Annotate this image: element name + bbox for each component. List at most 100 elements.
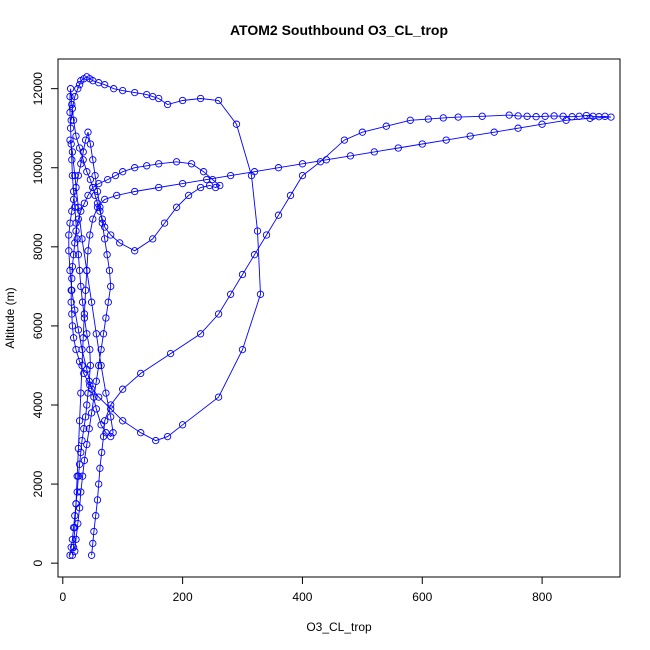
data-point — [66, 85, 75, 93]
data-point — [382, 122, 390, 130]
data-point — [562, 116, 570, 124]
data-point — [84, 128, 92, 136]
data-point — [101, 417, 109, 425]
series-line-1 — [69, 76, 261, 556]
data-point — [163, 432, 172, 441]
data-point — [238, 345, 247, 354]
data-point — [66, 219, 74, 227]
data-point — [116, 239, 124, 247]
data-point — [119, 417, 127, 425]
data-point — [97, 361, 105, 370]
data-point — [131, 164, 139, 172]
data-point — [86, 231, 94, 239]
x-tick-label: 200 — [173, 590, 193, 604]
data-point — [514, 124, 522, 132]
data-point — [214, 393, 223, 401]
data-point — [99, 330, 108, 338]
data-point — [466, 132, 474, 140]
data-point — [78, 361, 86, 370]
data-point — [75, 460, 84, 468]
y-tick-label: 12000 — [31, 72, 45, 106]
data-point — [103, 251, 111, 259]
data-point — [75, 357, 84, 366]
data-point — [98, 219, 106, 227]
data-point — [72, 535, 80, 544]
data-point — [107, 432, 115, 441]
data-point — [95, 393, 103, 401]
x-tick-label: 400 — [292, 590, 312, 604]
data-point — [80, 310, 89, 318]
series-line-3 — [68, 132, 114, 552]
data-point — [72, 183, 80, 192]
data-point — [83, 440, 91, 449]
data-point — [77, 77, 85, 85]
data-point — [77, 160, 85, 168]
data-point — [95, 179, 103, 188]
data-point — [370, 148, 378, 156]
data-point — [102, 429, 110, 437]
data-point — [74, 519, 82, 528]
data-point — [91, 171, 99, 180]
data-point — [85, 425, 93, 433]
data-point — [478, 112, 486, 120]
data-point — [67, 298, 75, 306]
data-point — [101, 235, 109, 243]
x-axis-label: O3_CL_trop — [306, 620, 372, 634]
data-point — [81, 413, 90, 421]
data-point — [66, 266, 74, 275]
series-line-2 — [71, 114, 612, 556]
data-point — [87, 409, 96, 417]
data-point — [586, 114, 594, 122]
data-point — [65, 247, 73, 255]
data-point — [83, 401, 91, 409]
data-point — [74, 85, 82, 93]
data-point — [96, 464, 104, 472]
data-point — [214, 96, 223, 105]
data-point — [187, 160, 196, 168]
data-point — [137, 429, 145, 437]
data-point — [274, 164, 283, 172]
data-point — [202, 175, 211, 184]
data-point — [226, 171, 235, 180]
data-point — [97, 421, 105, 429]
data-point — [178, 421, 187, 429]
data-point — [75, 266, 84, 275]
data-point — [172, 203, 181, 211]
data-point — [256, 290, 265, 298]
data-point — [92, 377, 100, 385]
y-tick-label: 6000 — [31, 312, 45, 339]
data-point — [95, 480, 103, 488]
data-point — [523, 112, 531, 120]
data-point — [346, 152, 355, 160]
data-point — [80, 199, 89, 207]
data-point — [67, 116, 75, 124]
data-point — [68, 104, 77, 113]
data-point — [81, 136, 90, 144]
data-point — [107, 231, 115, 239]
data-point — [66, 551, 74, 559]
data-point — [87, 551, 96, 559]
data-point — [90, 393, 98, 401]
data-point — [65, 231, 73, 239]
data-point — [184, 191, 193, 200]
data-point — [81, 286, 90, 294]
data-point — [74, 171, 83, 180]
data-point — [96, 203, 104, 211]
data-point — [73, 235, 81, 243]
data-point — [75, 81, 84, 89]
data-point — [196, 94, 205, 103]
data-point — [80, 425, 88, 433]
data-point — [66, 124, 75, 132]
data-point — [166, 349, 175, 358]
data-point — [102, 314, 110, 322]
data-point — [66, 92, 74, 101]
data-point — [119, 385, 127, 393]
data-point — [68, 148, 77, 156]
data-point — [71, 547, 79, 555]
data-point — [68, 322, 77, 330]
data-point — [92, 405, 100, 413]
data-point — [74, 326, 83, 334]
data-point — [424, 115, 432, 123]
data-point — [250, 168, 259, 176]
data-point — [226, 290, 235, 298]
